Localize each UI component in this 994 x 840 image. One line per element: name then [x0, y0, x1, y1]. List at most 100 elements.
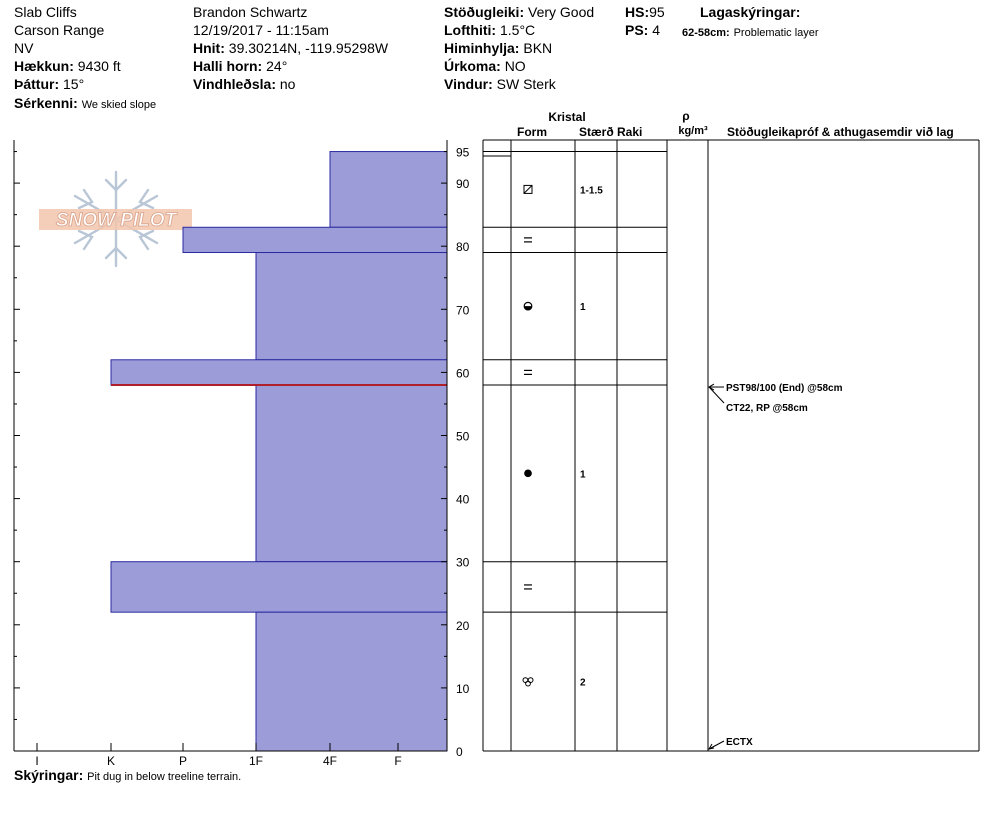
layer-bar	[255, 611, 448, 752]
sky-cover-label: Himinhylja:	[444, 40, 520, 56]
layer-bar	[110, 359, 448, 386]
stability: Stöðugleiki: Very Good	[444, 4, 594, 20]
depth-label: 30	[456, 556, 470, 570]
slope: Þáttur: 15°	[14, 76, 84, 92]
layer-notes-label: Lagaskýringar:	[700, 4, 801, 20]
wind-loading-value: no	[279, 76, 296, 92]
coordinates-value: 39.30214N, -119.95298W	[228, 40, 389, 56]
aspect-value: NV	[14, 40, 34, 56]
layer-note-range: 62-58cm:	[682, 27, 730, 39]
elevation: Hækkun: 9430 ft	[14, 58, 121, 74]
snowpilot-logo: SNOW PILOT	[39, 170, 192, 268]
depth-label: 20	[456, 619, 470, 633]
coordinates-label: Hnit:	[193, 40, 225, 56]
snow-height-label: HS:	[625, 4, 650, 20]
aspect-angle: Halli horn: 24°	[193, 58, 287, 74]
depth-label: 60	[456, 366, 470, 380]
layer-interface-icon	[524, 584, 532, 590]
melt-forms-icon	[522, 677, 534, 687]
location-name: Slab Cliffs	[14, 4, 77, 20]
logo-text: SNOW PILOT	[56, 210, 178, 231]
faceted-rounded-icon	[523, 184, 533, 194]
comments: Skýringar: Pit dug in below treeline ter…	[14, 767, 241, 785]
depth-label: 40	[456, 493, 470, 507]
aspect-angle-value: 24°	[266, 58, 288, 74]
elevation-value: 9430 ft	[77, 58, 121, 74]
wind-loading: Vindhleðsla: no	[193, 76, 295, 92]
pit-depth-label: PS:	[625, 22, 649, 38]
stability-value: Very Good	[528, 4, 595, 20]
grain-size: 2	[580, 678, 586, 689]
coordinates: Hnit: 39.30214N, -119.95298W	[193, 40, 388, 56]
test-result: CT22, RP @58cm	[726, 403, 808, 414]
layer-bar	[110, 561, 448, 613]
layer-bar	[182, 226, 448, 254]
wind: Vindur: SW Sterk	[444, 76, 556, 92]
depth-label: 10	[456, 682, 470, 696]
precipitation: Úrkoma: NO	[444, 58, 526, 74]
size-header: Stærð	[579, 125, 614, 139]
diag-mark	[523, 185, 533, 194]
sky-cover: Himinhylja: BKN	[444, 40, 552, 56]
stability-label: Stöðugleiki:	[444, 4, 525, 20]
depth-label: 50	[456, 430, 470, 444]
hardness-label: K	[107, 754, 115, 768]
density-unit-header: kg/m³	[678, 125, 708, 137]
depth-label-top: 95	[456, 146, 470, 160]
hardness-label: I	[35, 754, 38, 768]
grain-size: 1-1.5	[580, 185, 603, 196]
pit-depth: PS: 4	[625, 22, 660, 38]
test-arrow	[708, 740, 725, 750]
layer-note-text: Problematic layer	[733, 27, 819, 39]
hardness-label: 1F	[249, 754, 263, 768]
dot-mark	[524, 469, 532, 478]
air-temp-value: 1.5°C	[499, 22, 536, 38]
air-temp: Lofthiti: 1.5°C	[444, 22, 535, 38]
layer-bar	[255, 384, 448, 563]
air-temp-label: Lofthiti:	[444, 22, 497, 38]
comments-label: Skýringar:	[14, 767, 84, 783]
test-result: ECTX	[726, 737, 753, 748]
layer-interface-icon	[524, 237, 532, 243]
ring-mark	[525, 680, 531, 687]
hardness-label: F	[394, 754, 401, 768]
wind-value: SW Sterk	[496, 76, 556, 92]
slope-label: Þáttur:	[14, 76, 60, 92]
mixed-forms-icon	[523, 301, 533, 311]
feature-value: We skied slope	[81, 99, 157, 111]
rounded-grains-icon	[524, 469, 532, 478]
half-fill	[524, 306, 532, 310]
grain-size: 1	[580, 469, 586, 480]
depth-label: 80	[456, 240, 470, 254]
layer-note: 62-58cm: Problematic layer	[682, 23, 819, 41]
layer-bar	[255, 252, 448, 361]
wind-label: Vindur:	[444, 76, 493, 92]
observation-datetime: 12/19/2017 - 11:15am	[193, 22, 329, 38]
wind-loading-label: Vindhleðsla:	[193, 76, 276, 92]
snow-height-value: 95	[649, 4, 665, 20]
moisture-header: Raki	[617, 125, 642, 139]
layer-interface-icon	[524, 369, 532, 375]
crystal-header: Kristal	[548, 110, 585, 124]
arrow-head-icon	[707, 743, 715, 750]
form-header: Form	[517, 125, 547, 139]
precipitation-label: Úrkoma:	[444, 58, 501, 74]
depth-label: 90	[456, 177, 470, 191]
elevation-label: Hækkun:	[14, 58, 74, 74]
hardness-label: P	[179, 754, 187, 768]
square-mark	[523, 184, 533, 194]
test-arrow	[708, 386, 725, 404]
pit-depth-value: 4	[652, 22, 661, 38]
feature-label: Sérkenni:	[14, 95, 78, 111]
slope-value: 15°	[63, 76, 85, 92]
comments-text: Pit dug in below treeline terrain.	[87, 771, 242, 783]
layer-bar	[329, 151, 448, 228]
tests-header: Stöðugleikapróf & athugasemdir við lag	[727, 125, 954, 139]
precipitation-value: NO	[504, 58, 526, 74]
hardness-label: 4F	[323, 754, 337, 768]
depth-label: 0	[456, 745, 463, 759]
aspect-angle-label: Halli horn:	[193, 58, 263, 74]
feature: Sérkenni: We skied slope	[14, 95, 156, 113]
grain-size: 1	[580, 302, 586, 313]
